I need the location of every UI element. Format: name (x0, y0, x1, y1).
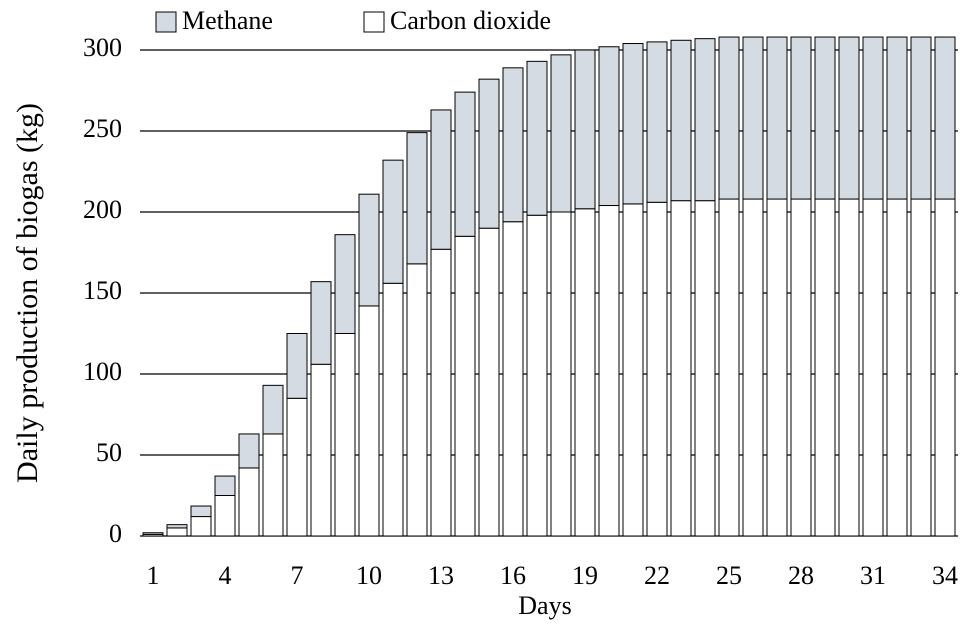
bar-segment (574, 49, 596, 210)
bar-segment (406, 132, 428, 265)
bar-segment (622, 43, 644, 205)
bar-segment (430, 109, 452, 250)
bar-segment (598, 46, 620, 207)
bar-segment (214, 495, 236, 537)
bar-segment (886, 36, 908, 200)
legend-label: Carbon dioxide (390, 6, 551, 35)
bar-segment (190, 516, 212, 537)
bar-segment (478, 78, 500, 229)
bar-segment (646, 41, 668, 203)
x-tick-label: 19 (572, 561, 598, 590)
x-tick-label: 28 (788, 561, 814, 590)
x-tick-label: 34 (932, 561, 958, 590)
y-tick-label: 0 (109, 519, 122, 548)
bar-segment (910, 198, 932, 537)
bar-segment (166, 527, 188, 537)
bar-segment (358, 193, 380, 307)
bar-segment (742, 198, 764, 537)
bar-segment (526, 214, 548, 537)
bar-segment (310, 281, 332, 365)
bar-segment (526, 60, 548, 216)
bar-segment (766, 36, 788, 200)
bar-segment (358, 305, 380, 537)
bar-segment (454, 91, 476, 237)
bar-segment (334, 234, 356, 334)
bar-segment (862, 36, 884, 200)
x-tick-label: 13 (428, 561, 454, 590)
y-tick-label: 200 (83, 195, 122, 224)
x-axis-label: Days (518, 591, 571, 620)
bar-segment (934, 198, 956, 537)
x-tick-label: 1 (147, 561, 160, 590)
y-tick-label: 300 (83, 33, 122, 62)
bar-segment (478, 227, 500, 537)
bar-segment (790, 36, 812, 200)
bar-segment (838, 36, 860, 200)
bar-segment (718, 36, 740, 200)
x-tick-label: 22 (644, 561, 670, 590)
bar-segment (502, 67, 524, 223)
bar-segment (382, 282, 404, 537)
bar-segment (286, 397, 308, 537)
bar-segment (238, 467, 260, 537)
y-tick-label: 250 (83, 114, 122, 143)
x-tick-label: 7 (291, 561, 304, 590)
bar-segment (550, 211, 572, 537)
bar-segment (166, 524, 188, 529)
bar-segment (670, 200, 692, 537)
bar-segment (406, 263, 428, 537)
bar-segment (814, 36, 836, 200)
bar-segment (502, 221, 524, 537)
bar-segment (646, 201, 668, 537)
x-tick-label: 31 (860, 561, 886, 590)
bar-segment (694, 38, 716, 202)
bar-segment (262, 384, 284, 435)
bar-segment (598, 205, 620, 537)
bar-segment (934, 36, 956, 200)
y-axis-label: Daily production of biogas (kg) (11, 103, 44, 483)
bar-segment (742, 36, 764, 200)
y-tick-label: 50 (96, 438, 122, 467)
bar-segment (310, 363, 332, 537)
bar-segment (574, 208, 596, 537)
y-tick-label: 150 (83, 276, 122, 305)
bar-segment (838, 198, 860, 537)
legend-label: Methane (182, 6, 273, 35)
bar-segment (670, 39, 692, 202)
bar-segment (766, 198, 788, 537)
bar-segment (694, 200, 716, 537)
bar-segment (334, 333, 356, 537)
bar-segment (814, 198, 836, 537)
legend-swatch (363, 11, 385, 33)
bar-segment (262, 433, 284, 537)
bar-segment (886, 198, 908, 537)
bar-segment (910, 36, 932, 200)
bar-segment (238, 433, 260, 469)
bar-segment (142, 532, 164, 535)
bar-segment (718, 198, 740, 537)
x-tick-label: 25 (716, 561, 742, 590)
y-tick-label: 100 (83, 357, 122, 386)
bar-segment (862, 198, 884, 537)
bar-segment (382, 159, 404, 284)
bar-segment (550, 54, 572, 213)
x-tick-label: 10 (356, 561, 382, 590)
bar-segment (790, 198, 812, 537)
bar-segment (622, 203, 644, 537)
bar-segment (190, 505, 212, 518)
bar-segment (454, 235, 476, 537)
legend-swatch (155, 11, 177, 33)
x-tick-label: 16 (500, 561, 526, 590)
bar-segment (286, 333, 308, 399)
bar-segment (430, 248, 452, 537)
bar-segment (214, 475, 236, 496)
x-tick-label: 4 (219, 561, 232, 590)
